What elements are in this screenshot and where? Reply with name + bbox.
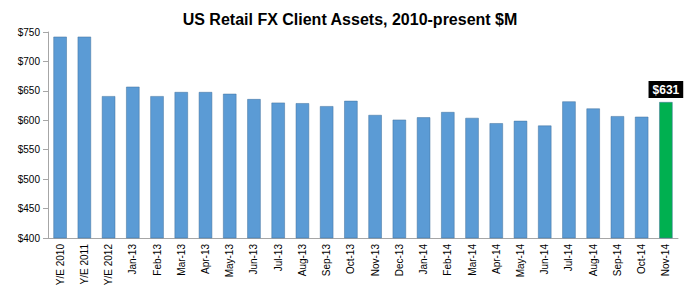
svg-text:Y/E 2011: Y/E 2011 [79,244,90,285]
svg-text:$400: $400 [18,233,41,244]
svg-text:Feb-14: Feb-14 [442,244,453,276]
svg-text:May-14: May-14 [515,244,526,278]
svg-text:Jun-13: Jun-13 [248,244,259,275]
svg-text:Jan-13: Jan-13 [127,244,138,275]
svg-text:Sep-13: Sep-13 [321,244,332,277]
svg-text:Oct-14: Oct-14 [636,244,647,274]
svg-text:US Retail FX Client Assets, 20: US Retail FX Client Assets, 2010-present… [183,11,518,28]
svg-text:$631: $631 [653,83,680,97]
svg-text:Aug-13: Aug-13 [297,244,308,277]
svg-text:Nov-14: Nov-14 [660,244,671,277]
svg-text:Mar-13: Mar-13 [176,244,187,276]
svg-text:Jan-14: Jan-14 [418,244,429,275]
svg-text:$600: $600 [18,115,41,126]
svg-text:$500: $500 [18,174,41,185]
svg-text:Jul-14: Jul-14 [563,244,574,272]
svg-text:May-13: May-13 [224,244,235,278]
svg-text:$650: $650 [18,85,41,96]
svg-text:Oct-13: Oct-13 [345,244,356,274]
svg-text:Mar-14: Mar-14 [467,244,478,276]
svg-text:$700: $700 [18,56,41,67]
svg-text:Apr-13: Apr-13 [200,244,211,274]
svg-text:Aug-14: Aug-14 [588,244,599,277]
svg-text:$450: $450 [18,203,41,214]
svg-text:Y/E 2010: Y/E 2010 [55,244,66,286]
svg-text:Feb-13: Feb-13 [152,244,163,276]
svg-text:Nov-13: Nov-13 [370,244,381,277]
svg-text:$550: $550 [18,144,41,155]
svg-text:Apr-14: Apr-14 [491,244,502,274]
svg-text:Y/E 2012: Y/E 2012 [103,244,114,286]
svg-text:Sep-14: Sep-14 [612,244,623,277]
svg-text:Dec-13: Dec-13 [394,244,405,277]
svg-text:$750: $750 [18,27,41,38]
svg-text:Jul-13: Jul-13 [273,244,284,272]
svg-text:Jun-14: Jun-14 [539,244,550,275]
